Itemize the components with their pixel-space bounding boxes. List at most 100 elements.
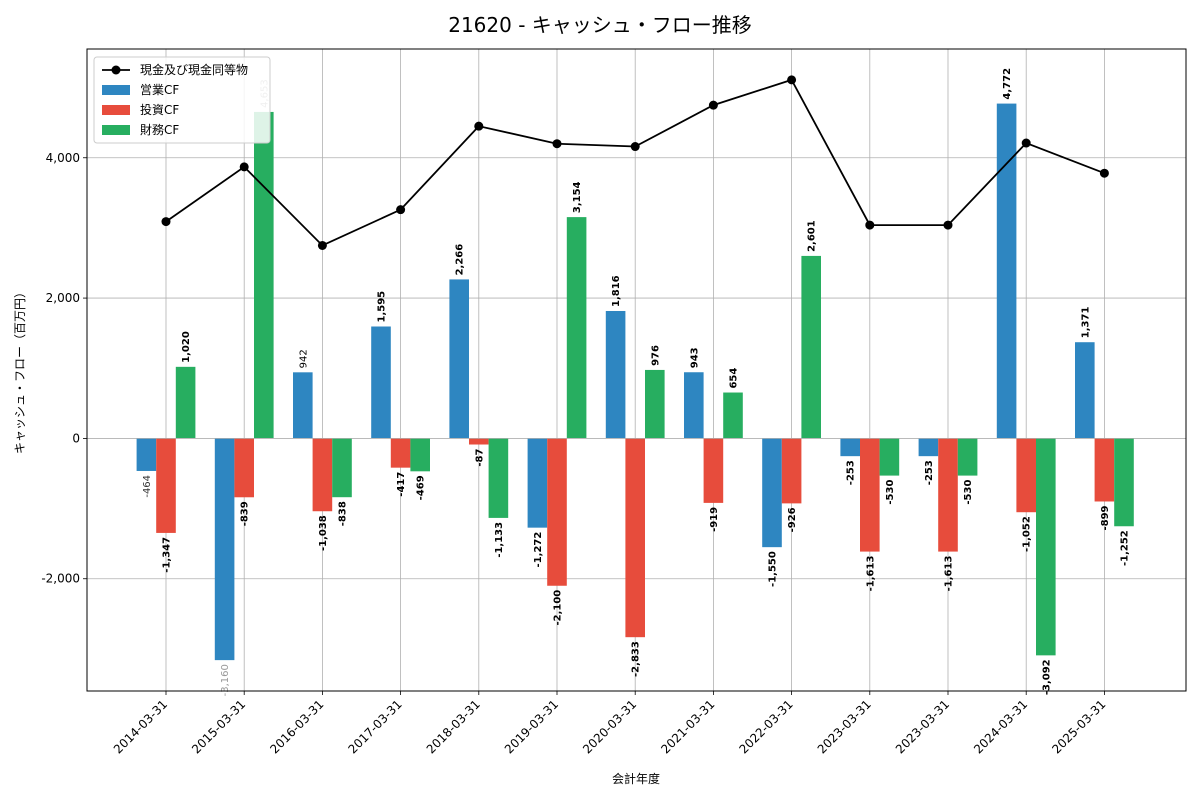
bar-value-label: -1,252 <box>1120 530 1131 566</box>
cash-point <box>630 142 640 152</box>
cash-point <box>1099 168 1109 178</box>
bar-investing <box>234 438 254 498</box>
bar-financing <box>332 438 352 498</box>
bar-value-label: -1,613 <box>865 556 876 592</box>
bar-operating <box>371 326 391 439</box>
bar-value-label: 654 <box>729 368 740 389</box>
bar-value-label: -530 <box>963 480 974 505</box>
bar-value-label: -1,347 <box>162 537 173 573</box>
bar-value-label: 4,772 <box>1002 68 1013 100</box>
bar-operating <box>918 438 939 457</box>
bar-value-label: -1,133 <box>494 522 505 558</box>
bar-investing <box>390 438 411 468</box>
bar-investing <box>781 438 802 504</box>
bar-operating <box>605 310 626 439</box>
x-axis-label: 会計年度 <box>612 771 660 786</box>
cash-point <box>161 217 171 227</box>
legend-label: 現金及び現金同等物 <box>140 62 248 77</box>
x-tick-label: 2020-03-31 <box>580 697 639 756</box>
cash-point <box>787 75 797 85</box>
cash-point <box>317 240 327 250</box>
x-tick-label: 2019-03-31 <box>502 697 561 756</box>
bar-value-label: -469 <box>416 475 427 500</box>
bar-value-label: -926 <box>787 507 798 532</box>
bar-financing <box>879 438 900 476</box>
bar-operating <box>684 372 704 439</box>
bar-financing <box>254 111 274 439</box>
bar-financing <box>1036 438 1056 656</box>
legend-label: 投資CF <box>140 102 179 117</box>
x-tick-label: 2023-03-31 <box>815 697 874 756</box>
cash-point <box>474 121 484 131</box>
bar-investing <box>860 438 880 552</box>
bar-financing <box>488 438 509 518</box>
bar-financing <box>566 217 587 439</box>
bar-financing <box>410 438 430 472</box>
bar-value-label: -838 <box>338 501 349 526</box>
bar-value-label: -1,550 <box>768 551 779 587</box>
bar-value-label: -1,613 <box>944 556 955 592</box>
bar-value-label: -87 <box>474 448 485 466</box>
bar-operating <box>214 438 235 661</box>
bar-investing <box>938 438 958 552</box>
bar-value-label: 1,020 <box>181 331 192 363</box>
bar-value-label: -2,833 <box>631 641 642 677</box>
bar-value-label: 942 <box>298 349 309 368</box>
bar-value-label: 3,154 <box>572 181 583 213</box>
plot-frame <box>86 48 1187 692</box>
bar-value-label: 976 <box>650 345 661 366</box>
bar-value-label: -1,038 <box>318 515 329 551</box>
bar-financing <box>1114 438 1134 527</box>
x-tick-label: 2025-03-31 <box>1049 697 1108 756</box>
legend-box <box>93 56 271 144</box>
bar-financing <box>175 366 196 439</box>
legend-swatch <box>102 105 130 115</box>
bar-value-label: -1,052 <box>1022 516 1033 552</box>
x-tick-label: 2018-03-31 <box>424 697 483 756</box>
y-tick-label: 2,000 <box>46 291 80 305</box>
bar-operating <box>449 279 469 439</box>
x-tick-label: 2017-03-31 <box>346 697 405 756</box>
bar-value-label: -3,160 <box>220 664 231 696</box>
bar-value-label: -530 <box>885 480 896 505</box>
bar-value-label: -839 <box>240 501 251 526</box>
bar-financing <box>723 392 743 439</box>
bar-value-label: 943 <box>689 347 700 368</box>
bar-financing <box>801 255 821 439</box>
bar-operating <box>527 438 548 528</box>
cash-point <box>865 220 875 230</box>
bar-investing <box>1094 438 1115 502</box>
x-tick-label: 2022-03-31 <box>737 697 796 756</box>
y-axis-label: キャッシュ・フロー（百万円） <box>13 286 27 454</box>
bar-value-label: 1,371 <box>1080 307 1091 339</box>
bar-operating <box>996 103 1017 439</box>
bar-investing <box>1016 438 1036 513</box>
x-tick-label: 2021-03-31 <box>658 697 717 756</box>
cash-point <box>1021 138 1031 148</box>
bar-investing <box>703 438 724 503</box>
cash-point <box>396 205 406 215</box>
bar-value-label: -2,100 <box>553 590 564 626</box>
bar-investing <box>469 438 489 445</box>
legend-label: 営業CF <box>140 83 179 97</box>
bar-value-label: -417 <box>396 472 407 497</box>
chart-title: 21620 - キャッシュ・フロー推移 <box>448 13 752 37</box>
cash-point <box>552 139 562 149</box>
bar-value-label: -253 <box>924 460 935 485</box>
bar-operating <box>293 372 313 439</box>
y-tick-label: -2,000 <box>41 572 80 586</box>
bar-value-label: 1,816 <box>611 275 622 307</box>
y-tick-label: 4,000 <box>46 151 80 165</box>
bar-financing <box>645 369 665 439</box>
bar-value-label: 2,601 <box>807 220 818 252</box>
bar-investing <box>312 438 333 512</box>
bar-value-label: 2,266 <box>455 244 466 276</box>
bar-investing <box>625 438 645 638</box>
x-tick-label: 2024-03-31 <box>971 697 1030 756</box>
bar-value-label: 1,595 <box>377 291 388 323</box>
bar-operating <box>840 438 860 457</box>
cash-point <box>943 220 953 230</box>
